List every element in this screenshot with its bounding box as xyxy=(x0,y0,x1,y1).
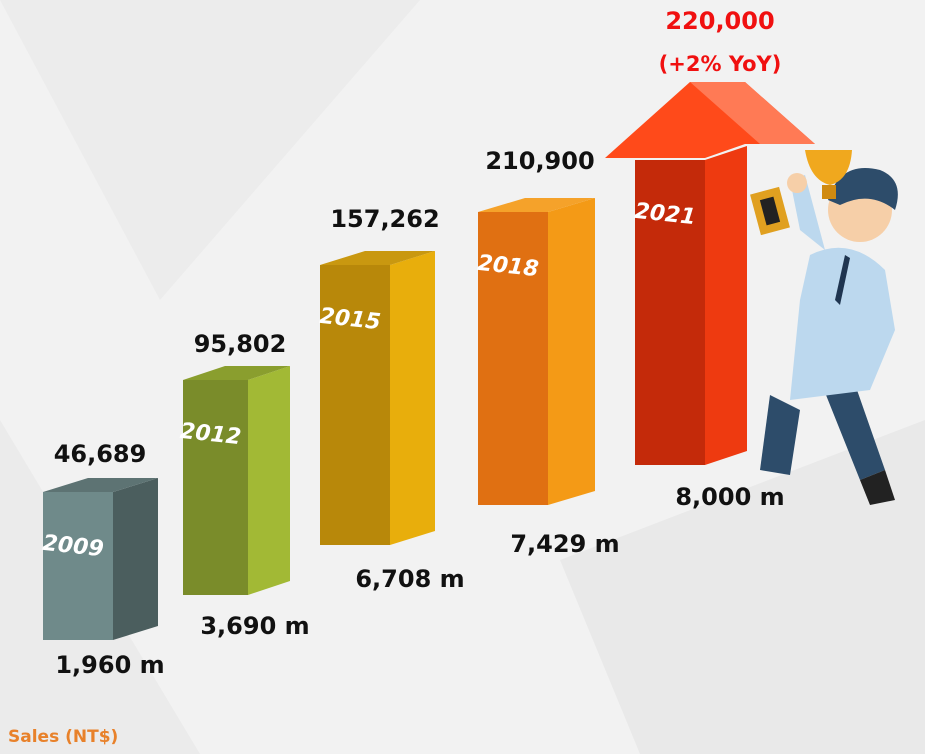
bar-side xyxy=(390,251,435,545)
sales-label: 1,960 m xyxy=(55,651,164,679)
count-label: 157,262 xyxy=(330,205,439,233)
note-label: (+2% YoY) xyxy=(659,52,782,76)
sales-label: 8,000 m xyxy=(675,483,784,511)
footer: Sales (NT$) xyxy=(8,727,118,747)
bar xyxy=(605,82,815,465)
count-label: 210,900 xyxy=(485,147,594,175)
bg-shape xyxy=(0,0,420,300)
bar-side xyxy=(548,198,595,505)
bar-top xyxy=(478,198,595,212)
bg-shape xyxy=(560,420,925,754)
bar-top xyxy=(43,478,158,492)
bar xyxy=(478,198,595,505)
sales-label: 6,708 m xyxy=(355,565,464,593)
bar-top xyxy=(183,366,290,380)
bar xyxy=(43,478,158,640)
count-label: 220,000 xyxy=(665,7,774,35)
bar-front xyxy=(183,380,248,595)
sales-label: 7,429 m xyxy=(510,530,619,558)
bar-front xyxy=(478,212,548,505)
count-label: 95,802 xyxy=(194,330,287,358)
arrow-head-side xyxy=(690,82,815,144)
bar xyxy=(320,251,435,545)
bar-side xyxy=(248,366,290,595)
count-label: 46,689 xyxy=(54,440,147,468)
person xyxy=(750,150,898,505)
bar-side xyxy=(113,478,158,640)
bar-front xyxy=(635,160,705,465)
bar xyxy=(183,366,290,595)
bar-side xyxy=(705,146,747,465)
bar-top xyxy=(320,251,435,265)
sales-label: 3,690 m xyxy=(200,612,309,640)
bar-front xyxy=(320,265,390,545)
bar-front xyxy=(43,492,113,640)
